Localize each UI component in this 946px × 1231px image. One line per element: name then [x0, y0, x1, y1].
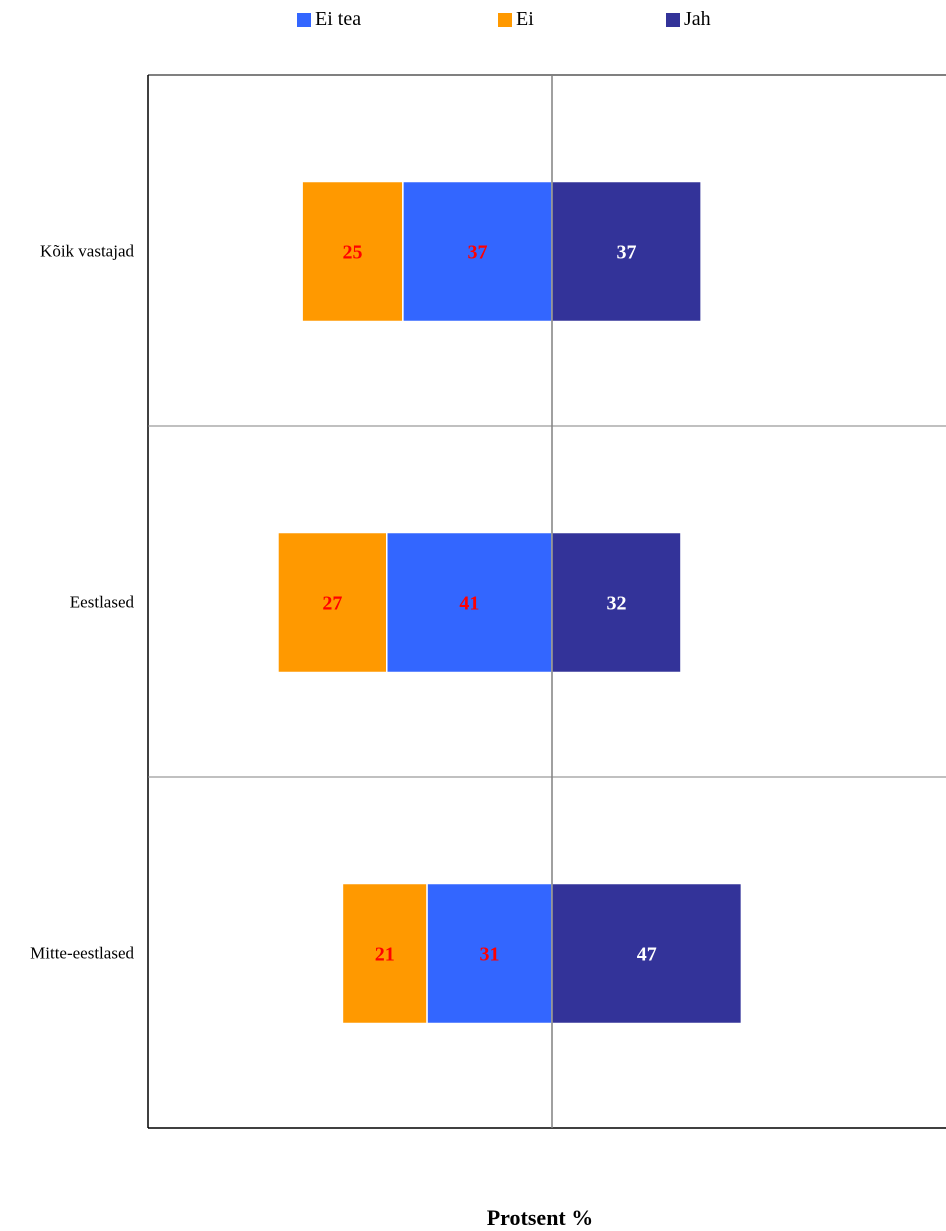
- bar-jah: [551, 882, 743, 1025]
- data-label-ei: 27: [322, 593, 342, 615]
- category-label: Eestlased: [70, 593, 135, 612]
- legend-label-ei: Ei: [516, 8, 534, 30]
- bar-ei: [341, 882, 428, 1025]
- category-label: Kõik vastajad: [40, 242, 134, 261]
- legend-label-ei-tea: Ei tea: [315, 8, 362, 30]
- legend-swatch-ei: [498, 12, 512, 27]
- diverging-bar-chart: 25 37 37 Kõik vastajad 27 41 32 Eestlased 21 31 47…: [30, 74, 946, 1129]
- data-label-ei: 25: [343, 242, 363, 264]
- legend-swatch-jah: [666, 12, 680, 27]
- x-axis-label: Protsent %: [486, 1205, 594, 1230]
- legend-swatch-ei-tea: [297, 12, 311, 27]
- data-label-jah: 37: [617, 242, 637, 264]
- bar-ei: [277, 531, 388, 674]
- bar-ei: [301, 180, 404, 323]
- legend-item-ei-tea: Ei tea: [297, 8, 361, 31]
- data-label-jah: 32: [606, 593, 626, 615]
- category-label: Mitte-eestlased: [30, 944, 134, 963]
- bar-jah: [551, 180, 702, 323]
- data-label-ei-tea: 37: [467, 242, 487, 264]
- bar-ei-tea: [426, 882, 553, 1025]
- bar-jah: [551, 531, 682, 674]
- bar-ei-tea: [386, 531, 553, 674]
- data-label-ei-tea: 41: [459, 593, 479, 615]
- data-label-ei: 21: [375, 944, 395, 966]
- legend-item-jah: Jah: [666, 8, 711, 31]
- legend-item-ei: Ei: [498, 8, 534, 31]
- data-label-ei-tea: 31: [480, 944, 500, 966]
- data-label-jah: 47: [637, 944, 657, 966]
- legend-label-jah: Jah: [684, 8, 711, 30]
